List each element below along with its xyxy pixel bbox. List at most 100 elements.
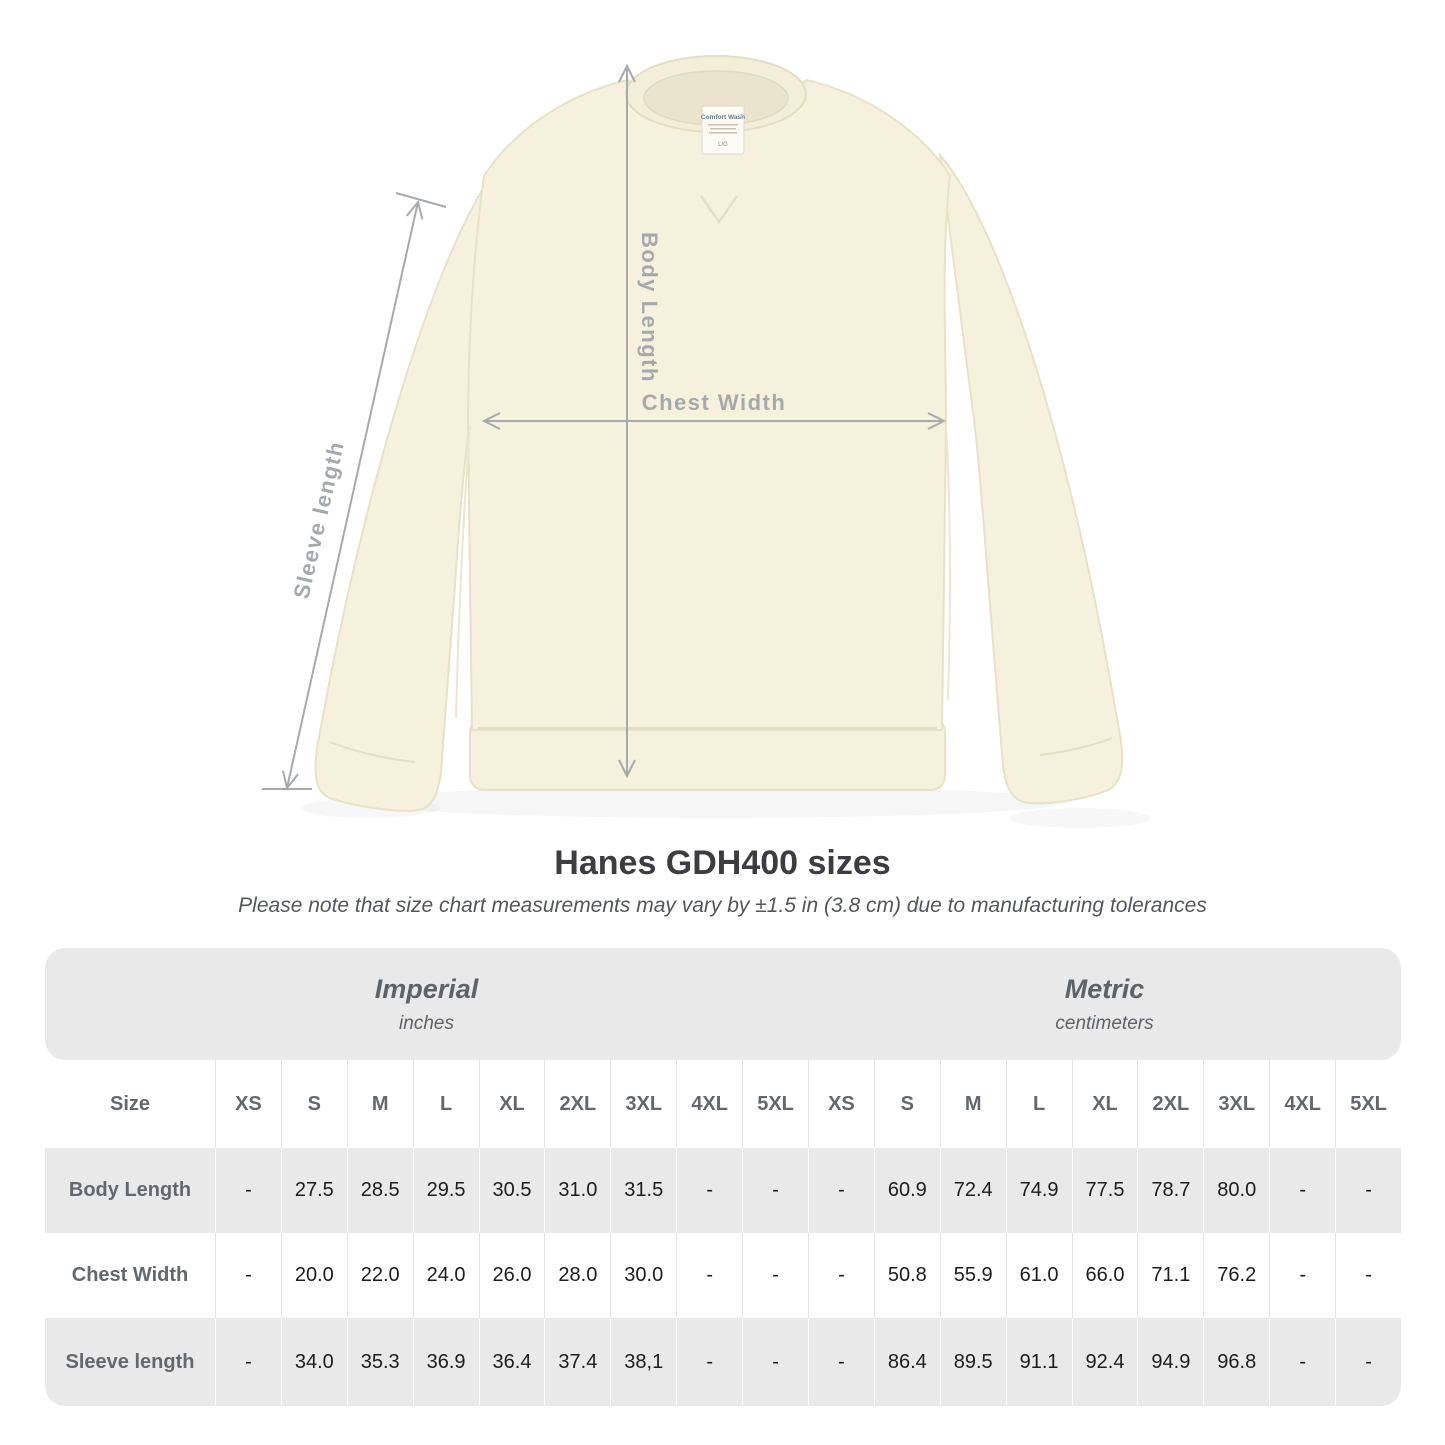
table-cell: 24.0 bbox=[412, 1233, 479, 1318]
sweatshirt-measurement-diagram: Comfort Wash L/G Body Length Chest Width… bbox=[262, 55, 1150, 828]
imperial-unit-group: Imperial inches bbox=[45, 948, 808, 1060]
sleeve-arrow-top-tick bbox=[395, 192, 447, 208]
body-length-label: Body Length bbox=[637, 232, 662, 383]
table-cell: 35.3 bbox=[346, 1318, 413, 1406]
column-header-imperial-l: L bbox=[412, 1060, 479, 1148]
table-cell: - bbox=[807, 1233, 874, 1318]
column-header-imperial-3xl: 3XL bbox=[610, 1060, 676, 1148]
row-label: Chest Width bbox=[71, 1264, 189, 1286]
table-cell: 55.9 bbox=[939, 1233, 1006, 1318]
table-cell: - bbox=[1335, 1233, 1401, 1318]
table-cell: 36.4 bbox=[478, 1318, 545, 1406]
table-row-body-length: Body Length - 27.5 28.5 29.5 30.5 31.0 3… bbox=[45, 1148, 1401, 1233]
table-cell: - bbox=[676, 1318, 742, 1406]
arrowhead-down-icon bbox=[618, 759, 636, 779]
column-header-metric-l: L bbox=[1005, 1060, 1072, 1148]
right-body-crease bbox=[945, 424, 951, 701]
row-label: Sleeve length bbox=[65, 1350, 195, 1373]
column-header-imperial-5xl: 5XL bbox=[742, 1060, 808, 1148]
left-body-crease bbox=[455, 424, 471, 719]
neck-label-line bbox=[708, 124, 738, 126]
table-cell: 26.0 bbox=[478, 1233, 545, 1318]
tolerance-note: Please note that size chart measurements… bbox=[238, 894, 1207, 917]
table-cell: - bbox=[1269, 1318, 1335, 1406]
table-cell: 30.5 bbox=[478, 1148, 545, 1233]
table-cell: 28.5 bbox=[346, 1148, 413, 1233]
table-cell: 31.0 bbox=[544, 1148, 610, 1233]
column-header-metric-xl: XL bbox=[1071, 1060, 1138, 1148]
table-cell: 28.0 bbox=[544, 1233, 610, 1318]
right-cuff-seam bbox=[1039, 737, 1113, 756]
arrowhead-right-icon bbox=[927, 412, 947, 430]
table-cell: - bbox=[807, 1318, 874, 1406]
table-cell: 36.9 bbox=[412, 1318, 479, 1406]
size-column-header: Size bbox=[109, 1092, 151, 1115]
table-cell: - bbox=[1269, 1148, 1335, 1233]
table-row-sleeve-length: Sleeve length - 34.0 35.3 36.9 36.4 37.4… bbox=[45, 1318, 1401, 1406]
right-sleeve bbox=[938, 151, 1124, 805]
table-cell: 50.8 bbox=[873, 1233, 940, 1318]
column-header-metric-2xl: 2XL bbox=[1137, 1060, 1203, 1148]
table-cell: - bbox=[1335, 1148, 1401, 1233]
table-cell: 80.0 bbox=[1203, 1148, 1269, 1233]
table-cell: - bbox=[1335, 1318, 1401, 1406]
table-cell: 71.1 bbox=[1137, 1233, 1203, 1318]
table-cell: - bbox=[807, 1148, 874, 1233]
metric-unit-group: Metric centimeters bbox=[808, 948, 1401, 1060]
table-cell: - bbox=[215, 1148, 281, 1233]
table-cell: 92.4 bbox=[1071, 1318, 1138, 1406]
table-cell: 22.0 bbox=[346, 1233, 413, 1318]
neck-label: Comfort Wash L/G bbox=[701, 105, 745, 155]
table-cell: 66.0 bbox=[1071, 1233, 1138, 1318]
table-cell: 29.5 bbox=[412, 1148, 479, 1233]
neck-label-brand: Comfort Wash bbox=[701, 114, 745, 121]
table-cell: 60.9 bbox=[873, 1148, 940, 1233]
table-cell: 78.7 bbox=[1137, 1148, 1203, 1233]
table-cell: - bbox=[1269, 1233, 1335, 1318]
cuff-shadow-right bbox=[1010, 808, 1150, 828]
table-cell: 61.0 bbox=[1005, 1233, 1072, 1318]
collar-v-notch bbox=[699, 195, 739, 225]
imperial-label: Imperial bbox=[374, 973, 479, 1004]
column-header-metric-m: M bbox=[939, 1060, 1006, 1148]
table-row-chest-width: Chest Width - 20.0 22.0 24.0 26.0 28.0 3… bbox=[45, 1233, 1401, 1318]
table-cell: 34.0 bbox=[280, 1318, 347, 1406]
table-cell: 96.8 bbox=[1203, 1318, 1269, 1406]
arrowhead-upper-icon bbox=[405, 199, 424, 220]
table-cell: 89.5 bbox=[939, 1318, 1006, 1406]
table-cell: 86.4 bbox=[873, 1318, 940, 1406]
sweatshirt-illustration: Comfort Wash L/G Body Length Chest Width… bbox=[262, 55, 1150, 828]
table-cell: 74.9 bbox=[1005, 1148, 1072, 1233]
size-table: Imperial inches Metric centimeters Size … bbox=[45, 948, 1401, 1406]
table-cell: - bbox=[215, 1233, 281, 1318]
neck-label-line bbox=[709, 132, 737, 134]
column-header-metric-4xl: 4XL bbox=[1269, 1060, 1335, 1148]
table-header-row: Size XS S M L XL 2XL 3XL 4XL 5XL XS S M … bbox=[45, 1060, 1401, 1148]
neck-label-line bbox=[710, 128, 736, 130]
table-cell: 94.9 bbox=[1137, 1318, 1203, 1406]
metric-sublabel: centimeters bbox=[1055, 1012, 1154, 1034]
arrowhead-lower-icon bbox=[281, 770, 299, 791]
table-cell: - bbox=[215, 1318, 281, 1406]
table-cell: - bbox=[742, 1318, 808, 1406]
neck-label-tag bbox=[701, 105, 745, 155]
table-cell: 72.4 bbox=[939, 1148, 1006, 1233]
table-cell: - bbox=[742, 1233, 808, 1318]
metric-label: Metric bbox=[1064, 973, 1145, 1004]
table-cell: 37.4 bbox=[544, 1318, 610, 1406]
sleeve-length-label: Sleeve length bbox=[289, 438, 350, 601]
table-cell: 30.0 bbox=[610, 1233, 676, 1318]
column-header-imperial-s: S bbox=[280, 1060, 347, 1148]
table-cell: - bbox=[742, 1148, 808, 1233]
unit-header: Imperial inches Metric centimeters bbox=[45, 948, 1401, 1060]
arrowhead-up-icon bbox=[618, 63, 636, 83]
sleeve-length-arrow bbox=[286, 201, 419, 789]
table-cell: 20.0 bbox=[280, 1233, 347, 1318]
column-header-imperial-xs: XS bbox=[215, 1060, 281, 1148]
table-cell: 76.2 bbox=[1203, 1233, 1269, 1318]
table-cell: 31.5 bbox=[610, 1148, 676, 1233]
column-header-metric-s: S bbox=[873, 1060, 940, 1148]
column-header-imperial-m: M bbox=[346, 1060, 413, 1148]
column-header-metric-xs: XS bbox=[807, 1060, 874, 1148]
column-header-imperial-2xl: 2XL bbox=[544, 1060, 610, 1148]
